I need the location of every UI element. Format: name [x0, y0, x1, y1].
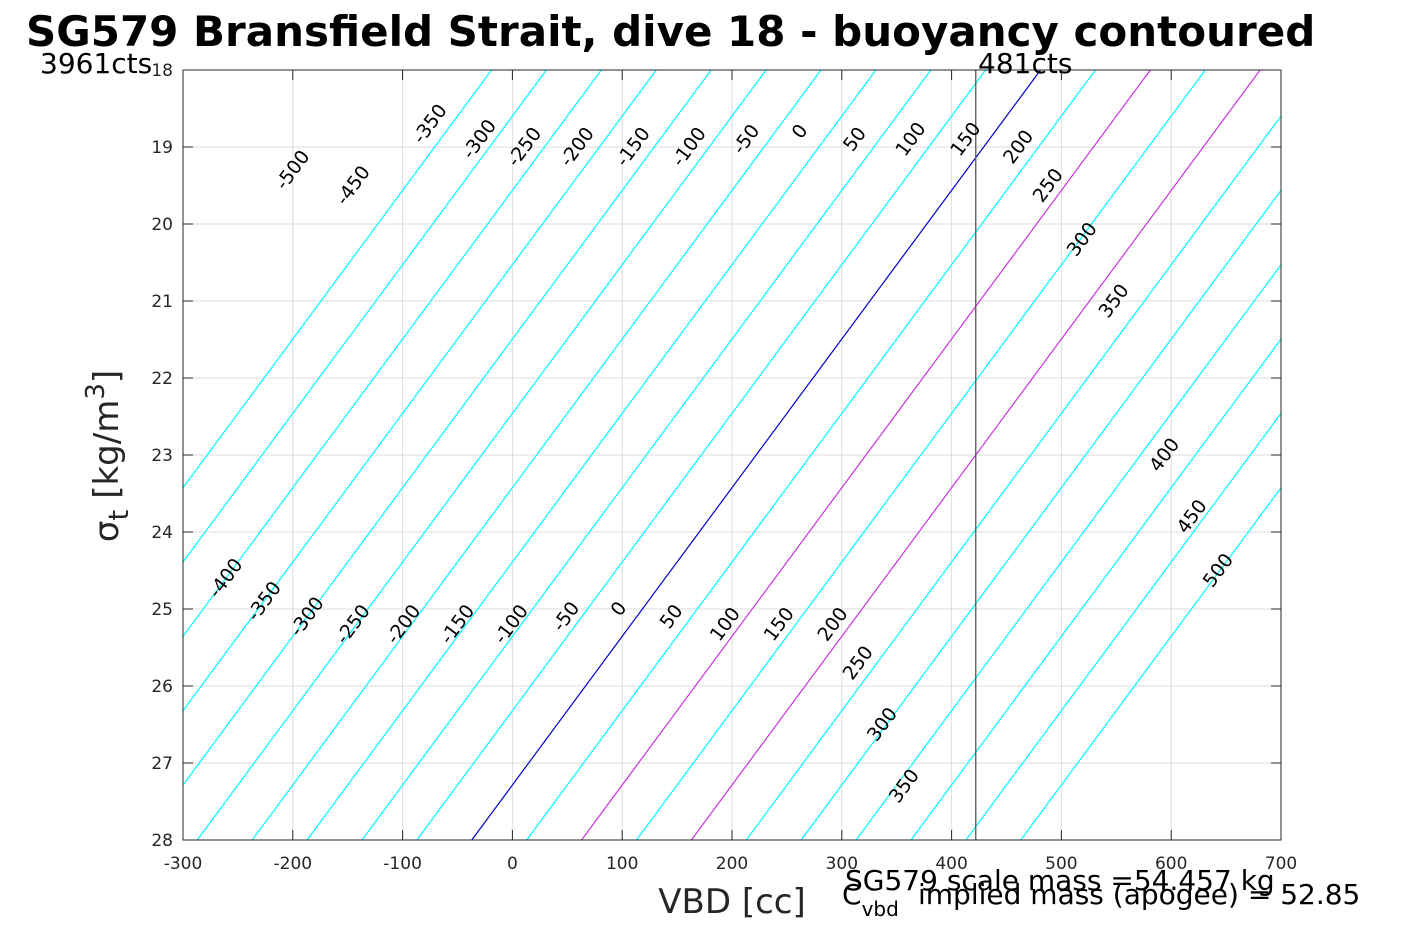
- x-tick-label: 200: [716, 854, 748, 874]
- contour-line-300: [800, 189, 1281, 840]
- x-tick-label: 700: [1265, 854, 1297, 874]
- contour-line--50: [416, 70, 987, 840]
- y-axis-label-sub: t: [102, 510, 135, 521]
- contour-line-100: [581, 70, 1151, 840]
- x-tick-label: -300: [164, 854, 203, 874]
- left-counts-annotation: 3961cts: [40, 47, 152, 80]
- y-axis-label: σt [kg/m3]: [81, 370, 135, 542]
- y-axis-label-sigma: σ: [87, 521, 127, 543]
- implied-mass-text: implied mass (apogee) = 52.85: [918, 878, 1360, 911]
- contour-line-450: [965, 412, 1281, 840]
- contour-line--200: [251, 70, 822, 840]
- y-tick-label: 19: [151, 138, 173, 158]
- contour-line--400: [183, 70, 602, 638]
- cvbd-sub: vbd: [862, 897, 899, 921]
- y-tick-label: 23: [151, 446, 173, 466]
- contour-line--500: [183, 70, 493, 489]
- contour-line-350: [855, 263, 1281, 840]
- y-tick-label: 25: [151, 600, 173, 620]
- contour-line-400: [910, 338, 1281, 840]
- x-tick-label: 600: [1155, 854, 1187, 874]
- x-tick-label: 0: [507, 854, 518, 874]
- x-tick-label: 300: [826, 854, 858, 874]
- y-tick-label: 21: [151, 292, 173, 312]
- contour-line-0: [471, 70, 1042, 840]
- cvbd-c: C: [842, 878, 862, 911]
- contour-lines: [183, 70, 1281, 840]
- y-tick-label: 27: [151, 754, 173, 774]
- contour-line--300: [183, 70, 712, 787]
- contour-line-250: [745, 115, 1281, 840]
- y-axis-label-close: ]: [87, 370, 127, 383]
- x-tick-label: 500: [1045, 854, 1077, 874]
- scale-mass-text: SG579 scale mass =54.457 kg: [845, 864, 1275, 897]
- y-tick-label: 20: [151, 215, 173, 235]
- axis-ticks: [182, 69, 1282, 841]
- contour-line--350: [183, 70, 657, 712]
- y-tick-label: 22: [151, 369, 173, 389]
- y-tick-label: 28: [151, 831, 173, 851]
- y-tick-label: 24: [151, 523, 173, 543]
- contour-line-50: [526, 70, 1096, 840]
- x-tick-label: -200: [274, 854, 313, 874]
- y-axis-label-unit: [kg/m: [87, 400, 127, 510]
- vline-counts-annotation: 481cts: [978, 47, 1072, 80]
- y-axis-label-sup: 3: [81, 383, 111, 400]
- x-axis-label: VBD [cc]: [658, 882, 806, 922]
- y-tick-label: 26: [151, 677, 173, 697]
- x-tick-label: 400: [935, 854, 967, 874]
- chart-title: SG579 Bransfield Strait, dive 18 - buoya…: [26, 7, 1315, 56]
- contour-line--450: [183, 70, 547, 564]
- x-tick-label: 100: [606, 854, 638, 874]
- x-tick-label: -100: [383, 854, 422, 874]
- y-tick-label: 18: [151, 61, 173, 81]
- cvbd-text: Cvbd: [842, 878, 899, 921]
- x-tick-labels: -300 -200 -100 0 100 200 300 400 500 600 700: [164, 854, 1298, 874]
- contour-line-500: [1020, 486, 1281, 840]
- contour-line--250: [196, 70, 767, 840]
- contour-line-150: [635, 70, 1206, 840]
- contour-line--150: [306, 70, 877, 840]
- y-tick-labels: 18 19 20 21 22 23 24 25 26 27 28: [151, 61, 173, 851]
- contour-line--100: [361, 70, 932, 840]
